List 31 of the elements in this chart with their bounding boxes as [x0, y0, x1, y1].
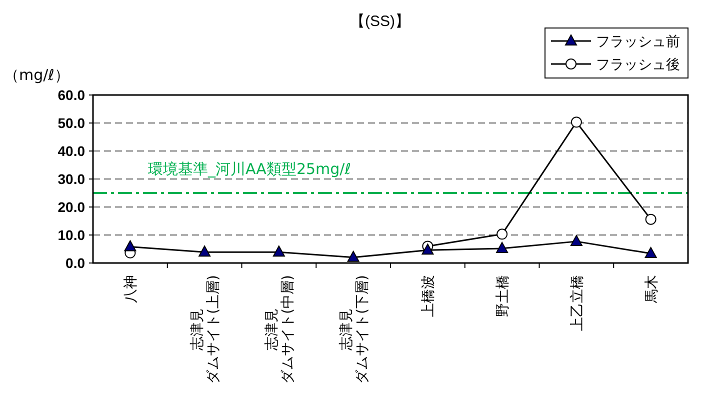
y-tick-label: 30.0 — [58, 171, 86, 187]
point — [272, 246, 285, 257]
point — [570, 234, 582, 246]
x-tick-label: 八神 — [123, 275, 140, 303]
point — [644, 246, 657, 258]
point — [124, 240, 136, 252]
x-tick-label: 上乙立橋 — [569, 275, 586, 331]
x-tick-label: 志津見ダムサイト(上層) — [190, 275, 222, 384]
y-tick-label: 20.0 — [58, 199, 86, 215]
point — [422, 244, 434, 255]
chart-title: 【(SS)】 — [350, 13, 410, 30]
point — [496, 228, 508, 240]
x-tick-label: 馬木 — [644, 275, 660, 304]
y-tick-label: 0.0 — [66, 255, 86, 271]
point — [645, 214, 656, 225]
legend-label: フラッシュ後 — [596, 57, 680, 73]
y-tick-label: 10.0 — [58, 227, 86, 243]
x-tick-label: 志津見ダムサイト(下層) — [338, 275, 370, 384]
point — [347, 250, 360, 262]
y-tick-label: 50.0 — [58, 115, 86, 131]
y-tick-label: 60.0 — [58, 87, 86, 103]
point — [496, 242, 508, 253]
y-tick-label: 40.0 — [58, 143, 86, 159]
x-tick-label: 志津見ダムサイト(中層) — [264, 275, 296, 384]
y-axis-title: （mg/ℓ） — [4, 66, 70, 84]
legend-label: フラッシュ前 — [596, 34, 680, 50]
x-tick-label: 野土橋 — [495, 275, 512, 317]
point — [570, 116, 582, 128]
x-tick-label: 上橋波 — [420, 275, 437, 317]
point — [198, 246, 211, 257]
ref-line-label: 環境基準_河川AA類型25mg/ℓ — [148, 160, 351, 178]
